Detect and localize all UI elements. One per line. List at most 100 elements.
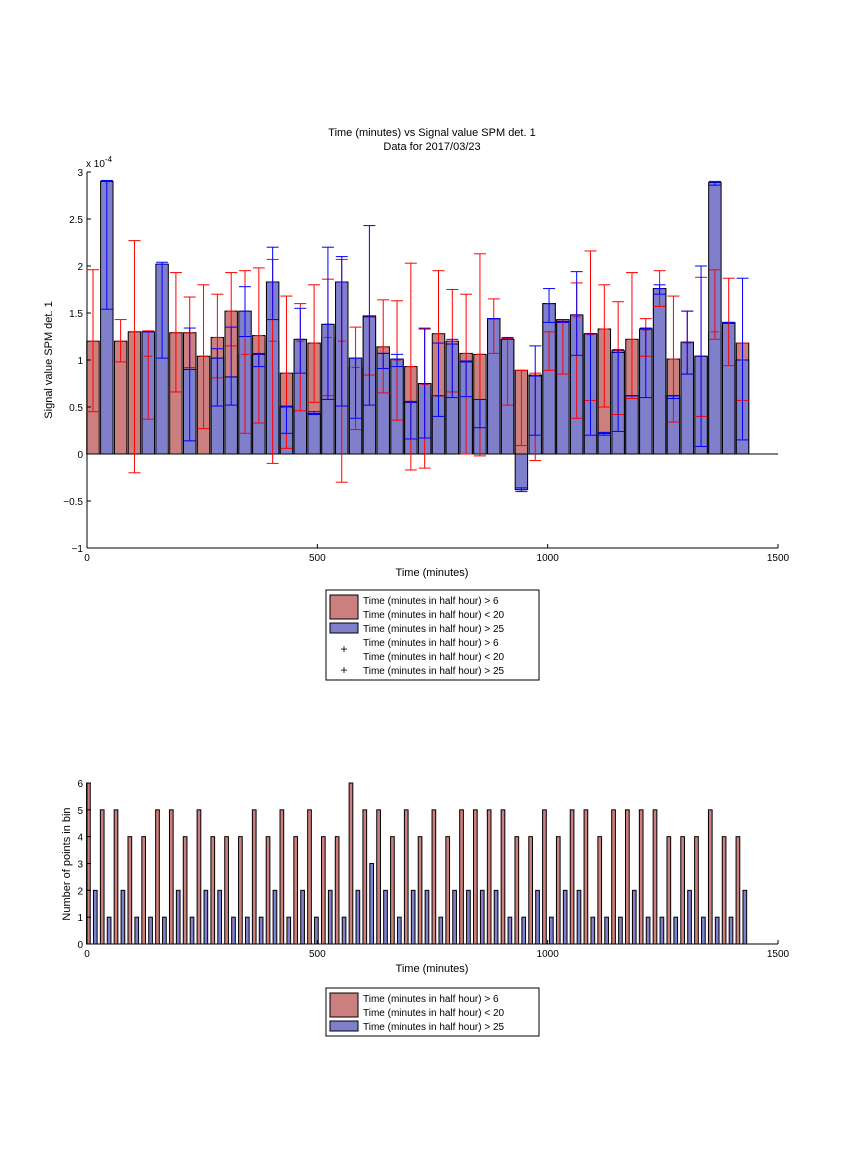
bar bbox=[238, 836, 243, 945]
y-tick-label: −0.5 bbox=[63, 497, 83, 508]
bar bbox=[549, 916, 554, 945]
x-tick-label: 1500 bbox=[767, 553, 790, 564]
bar bbox=[320, 836, 326, 945]
bar bbox=[576, 889, 582, 945]
y-tick-label: 1 bbox=[77, 356, 83, 367]
y-tick-label: −1 bbox=[72, 544, 84, 555]
legend-label: Time (minutes in half hour) > 25 bbox=[363, 666, 505, 677]
bar bbox=[148, 916, 153, 945]
bar bbox=[217, 889, 223, 945]
bar bbox=[514, 453, 529, 491]
bar bbox=[341, 916, 347, 945]
bar bbox=[182, 836, 188, 945]
bar bbox=[376, 809, 381, 945]
y-tick-label: 2.5 bbox=[69, 215, 83, 226]
bar bbox=[134, 916, 140, 945]
bar bbox=[535, 889, 540, 945]
y-tick-label: 4 bbox=[77, 833, 83, 844]
x-tick-label: 500 bbox=[309, 553, 326, 564]
bar bbox=[286, 916, 292, 945]
bar bbox=[272, 889, 278, 945]
legend-label: Time (minutes in half hour) < 20 bbox=[363, 610, 505, 621]
x-axis-label: Time (minutes) bbox=[396, 567, 469, 579]
y-tick-label: 0 bbox=[77, 450, 83, 461]
bin-count-legend: Time (minutes in half hour) > 6 Time (min… bbox=[325, 987, 540, 1037]
bar bbox=[569, 809, 575, 945]
bar bbox=[631, 889, 637, 945]
bar bbox=[597, 836, 603, 945]
bar bbox=[390, 836, 395, 945]
bar bbox=[459, 809, 464, 945]
bar bbox=[542, 809, 547, 945]
legend-swatch bbox=[329, 594, 359, 620]
bar bbox=[728, 916, 734, 945]
bar bbox=[362, 809, 368, 945]
signal-plot-area: 0 500 1000 1500 −1 −0.5 0 0.5 1 1.5 2 2.5 3 bbox=[63, 168, 789, 564]
legend-label: Time (minutes in half hour) > 6 bbox=[363, 994, 499, 1005]
bar bbox=[562, 889, 568, 945]
chart-signal: Time (minutes) vs Signal value SPM det. … bbox=[43, 127, 790, 681]
x-tick-label: 0 bbox=[84, 553, 90, 564]
bar bbox=[659, 916, 665, 945]
legend-label: Time (minutes in half hour) < 20 bbox=[363, 1008, 505, 1019]
y-tick-label: 5 bbox=[77, 806, 83, 817]
bar bbox=[355, 889, 361, 945]
bar bbox=[687, 889, 692, 945]
bar bbox=[452, 889, 457, 945]
bar bbox=[542, 303, 556, 455]
bar bbox=[514, 836, 520, 945]
signal-legend: Time (minutes in half hour) > 6 Time (min… bbox=[325, 589, 540, 681]
y-tick-label: 1.5 bbox=[69, 309, 83, 320]
legend-label: Time (minutes in half hour) > 6 bbox=[363, 638, 499, 649]
y-axis-label: Number of points in bin bbox=[61, 807, 73, 920]
bar bbox=[721, 836, 727, 945]
bar bbox=[604, 916, 609, 945]
y-exponent-label: x 10-4 bbox=[86, 155, 113, 170]
bar bbox=[396, 916, 402, 945]
legend-label: Time (minutes in half hour) > 6 bbox=[363, 596, 499, 607]
bar bbox=[300, 889, 305, 945]
bar bbox=[694, 836, 699, 945]
bar bbox=[597, 432, 612, 455]
legend-swatch bbox=[329, 622, 359, 634]
bar bbox=[265, 836, 271, 945]
chart-title: Time (minutes) vs Signal value SPM det. … bbox=[328, 127, 535, 139]
y-tick-label: 3 bbox=[77, 168, 83, 179]
legend-plus-marker: + bbox=[340, 663, 347, 677]
bar bbox=[701, 916, 706, 945]
bar bbox=[203, 889, 209, 945]
bar bbox=[189, 916, 195, 945]
bar bbox=[279, 809, 285, 945]
bar bbox=[307, 413, 321, 455]
bar bbox=[652, 809, 658, 945]
bar bbox=[618, 916, 623, 945]
bar bbox=[714, 916, 720, 945]
bar bbox=[472, 809, 478, 945]
bar bbox=[424, 889, 430, 945]
x-tick-label: 1500 bbox=[767, 949, 790, 960]
bar bbox=[258, 916, 264, 945]
bar bbox=[113, 809, 119, 945]
bar bbox=[92, 889, 98, 945]
bar bbox=[638, 809, 644, 945]
bar bbox=[383, 889, 388, 945]
bar bbox=[410, 889, 416, 945]
x-tick-label: 500 bbox=[309, 949, 326, 960]
bar bbox=[231, 916, 236, 945]
bar bbox=[106, 916, 112, 945]
bar bbox=[168, 809, 174, 945]
bar bbox=[583, 809, 589, 945]
x-axis-label: Time (minutes) bbox=[396, 963, 469, 975]
bar bbox=[666, 836, 672, 945]
bar bbox=[155, 809, 160, 945]
y-tick-label: 0.5 bbox=[69, 403, 83, 414]
legend-box bbox=[325, 589, 540, 681]
bar bbox=[196, 809, 202, 945]
bar bbox=[555, 836, 561, 945]
chart-subtitle: Data for 2017/03/23 bbox=[383, 141, 480, 153]
bar bbox=[625, 395, 639, 455]
bar bbox=[673, 916, 679, 945]
bar bbox=[735, 836, 741, 945]
bar bbox=[431, 809, 437, 945]
